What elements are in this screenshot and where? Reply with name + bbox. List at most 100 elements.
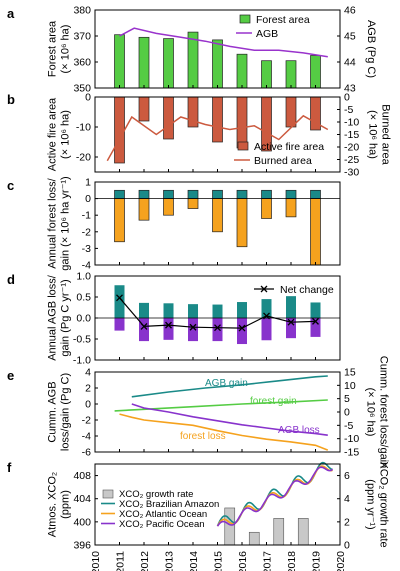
agb-loss-bar <box>310 318 321 337</box>
label-forest-loss: forest loss <box>180 431 226 442</box>
panel-a-ytick-right-label: 45 <box>344 31 356 43</box>
panel-c-ytick-label: -2 <box>82 226 91 238</box>
active-fire-bar <box>236 96 248 149</box>
x-year-label: 2010 <box>90 551 102 571</box>
forest-area-bar <box>212 39 223 89</box>
panel-label: d <box>7 272 15 287</box>
panel-e-ytick-label: -2 <box>82 415 91 427</box>
panel-b-ytick-right-label: 0 <box>344 92 350 104</box>
panel-c-ylabel-line: Annual forest loss/ <box>47 177 59 268</box>
forest-gain-bar <box>261 189 272 199</box>
panel-f-ytick-right-label: 0 <box>344 540 350 552</box>
forest-area-bar <box>261 60 272 89</box>
forest-loss-bar <box>187 198 199 209</box>
panel-e-ylabel-right-line: (× 10⁶ ha) <box>365 388 377 437</box>
panel-e-ylabel-left-line: loss/gain (Pg C) <box>60 373 72 451</box>
panel-c-ytick-label: -3 <box>82 243 91 255</box>
panel-b-ytick-right-label: -5 <box>344 104 353 116</box>
panel-b-ylabel-right-line: Burned area <box>380 104 392 165</box>
active-fire-bar <box>285 96 297 128</box>
x-year-label: 2013 <box>164 551 176 571</box>
panel-d-ytick-label: 0.0 <box>76 313 91 325</box>
panel-d-ytick-label: -1.0 <box>73 355 91 367</box>
panel-d-ytick-label: 1.0 <box>76 271 91 283</box>
panel-f-ytick-right-label: 2 <box>344 516 350 528</box>
forest-gain-bar <box>285 189 297 199</box>
panel-c-ylabel-line: gain (× 10⁶ ha yr⁻¹) <box>60 176 72 270</box>
panel-label: f <box>7 460 12 475</box>
forest-area-bar <box>114 34 125 89</box>
panel-e-ytick-right-label: -10 <box>344 433 359 445</box>
x-year-label: 2020 <box>335 551 347 571</box>
panel-a-ytick-right-label: 46 <box>344 5 356 17</box>
label-forest-gain: forest gain <box>250 396 297 407</box>
x-year-label: 2015 <box>213 551 225 571</box>
panel-b-ytick-label: -20 <box>76 152 91 164</box>
agb-gain-bar <box>114 285 125 318</box>
agb-gain-bar <box>163 303 174 318</box>
legend-burned-label: Burned area <box>254 155 312 167</box>
growth-rate-bar <box>273 518 285 546</box>
agb-loss-bar <box>139 318 149 342</box>
forest-loss-bar <box>261 198 272 219</box>
x-year-label: 2018 <box>286 551 298 571</box>
legend-active-fire-label: Active fire area <box>254 141 324 153</box>
net-change-marker <box>116 294 123 302</box>
forest-area-bar <box>163 38 174 89</box>
panel-e-ytick-right-label: 10 <box>344 380 356 392</box>
net-change-marker <box>238 324 246 332</box>
x-year-label: 2014 <box>188 551 200 571</box>
x-year-label: 2011 <box>115 551 127 571</box>
label-agb-loss: AGB loss <box>278 425 320 436</box>
panel-b-ylabel-left: Active fire area (× 10⁶ ha) <box>47 97 72 171</box>
panel-a-ylabel-left: Forest area (× 10⁶ ha) <box>47 20 72 77</box>
panel-f-ytick-right-label: 4 <box>344 493 350 505</box>
panel-b-ytick-label: -10 <box>76 122 91 134</box>
forest-loss-bar <box>114 198 125 243</box>
active-fire-bar <box>163 96 174 140</box>
panel-e-ytick-right-label: 5 <box>344 393 350 405</box>
active-fire-bar <box>212 96 223 143</box>
panel-e-ytick-label: 4 <box>85 367 91 379</box>
panel-a-ytick-label: 380 <box>73 5 91 17</box>
agb-line <box>119 27 328 58</box>
agb-loss-bar <box>212 318 223 342</box>
growth-rate-bar <box>297 518 309 546</box>
legend-net-marker <box>260 285 268 293</box>
panel-e-ytick-label: 2 <box>85 383 91 395</box>
panel-a-ytick-right-label: 44 <box>344 57 356 69</box>
forest-loss-bar <box>138 198 150 221</box>
panel-a-ytick-right-label: 43 <box>344 83 356 95</box>
forest-area-bar <box>285 60 297 89</box>
panel-b-ytick-right-label: -20 <box>344 142 359 154</box>
xco2-line-pacific-ocean <box>216 466 334 527</box>
panel-b-ylabel-right: Burned area(× 10⁶ ha) <box>367 104 392 165</box>
agb-loss-bar <box>163 318 174 340</box>
legend-xco2-label: XCO₂ Pacific Ocean <box>119 519 205 530</box>
burned-area-line <box>106 114 329 162</box>
net-change-marker <box>189 323 197 331</box>
active-fire-bar <box>138 96 150 122</box>
panel-label: a <box>7 6 15 21</box>
panel-c-ytick-label: 0 <box>85 193 91 205</box>
panel-b-ytick-right-label: -10 <box>344 117 359 129</box>
forest-gain-bar <box>236 189 248 199</box>
series-forest-loss <box>119 413 329 451</box>
forest-gain-bar <box>163 189 174 199</box>
legend-forest-area-label: Forest area <box>256 14 310 26</box>
series-agb-gain <box>131 375 328 398</box>
legend-growth-swatch <box>102 489 114 499</box>
panel-d-ylabel: Annual AGB loss/gain (Pg C yr⁻¹) <box>47 274 72 361</box>
forest-area-bar <box>138 36 150 89</box>
panel-f-ylabel-right-line: (ppm yr⁻¹) <box>365 479 377 529</box>
panel-c-ytick-label: 1 <box>85 177 91 189</box>
panel-f-ytick-label: 404 <box>73 493 91 505</box>
forest-loss-bar <box>310 198 321 266</box>
forest-loss-bar <box>236 198 248 248</box>
panel-f-ylabel-left-line: (ppm) <box>60 490 72 519</box>
panel-b-ylabel-right-line: (× 10⁶ ha) <box>367 110 379 159</box>
forest-gain-bar <box>114 189 125 199</box>
panel-d-ylabel-line: Annual AGB loss/ <box>47 274 59 361</box>
panel-a-ylabel-left-line: Forest area <box>47 20 59 77</box>
